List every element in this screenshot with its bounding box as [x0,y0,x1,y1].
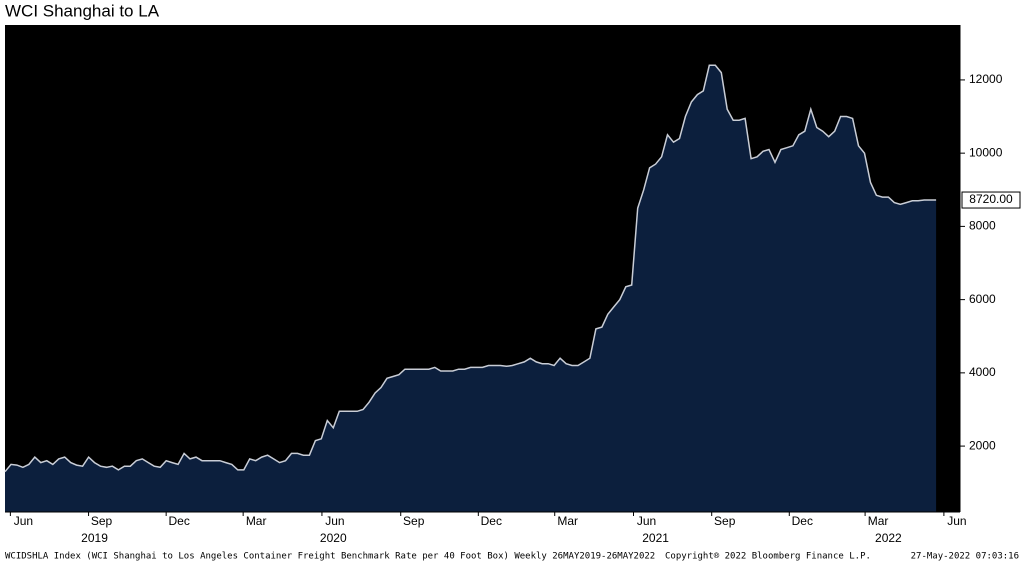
x-tick-label: Dec [792,514,813,528]
year-label: 2019 [81,531,108,545]
y-tick-label: 10000 [969,145,1003,159]
copyright: Copyright® 2022 Bloomberg Finance L.P. [665,552,871,562]
x-tick-label: Sep [714,514,736,528]
chart-title: WCI Shanghai to LA [5,1,160,20]
footer: WCIDSHLA Index (WCI Shanghai to Los Ange… [5,552,655,562]
x-tick-label: Dec [168,514,189,528]
x-tick-label: Mar [868,514,889,528]
y-tick-label: 4000 [969,365,996,379]
year-label: 2020 [320,531,347,545]
year-label: 2022 [875,531,902,545]
timestamp: 27-May-2022 07:03:16 [911,552,1019,562]
x-tick-label: Sep [91,514,113,528]
x-tick-label: Jun [14,514,33,528]
y-tick-label: 2000 [969,438,996,452]
x-tick-label: Mar [246,514,267,528]
y-tick-label: 6000 [969,292,996,306]
y-tick-label: 12000 [969,72,1003,86]
year-label: 2021 [642,531,669,545]
x-tick-label: Mar [557,514,578,528]
last-value-box [961,191,1021,209]
last-value-label: 8720.00 [969,192,1013,206]
y-tick-label: 8000 [969,219,996,233]
x-tick-label: Dec [481,514,502,528]
x-tick-label: Jun [637,514,656,528]
x-tick-label: Jun [947,514,966,528]
x-tick-label: Jun [325,514,344,528]
x-tick-label: Sep [403,514,425,528]
area [5,65,937,513]
line [4,64,937,473]
